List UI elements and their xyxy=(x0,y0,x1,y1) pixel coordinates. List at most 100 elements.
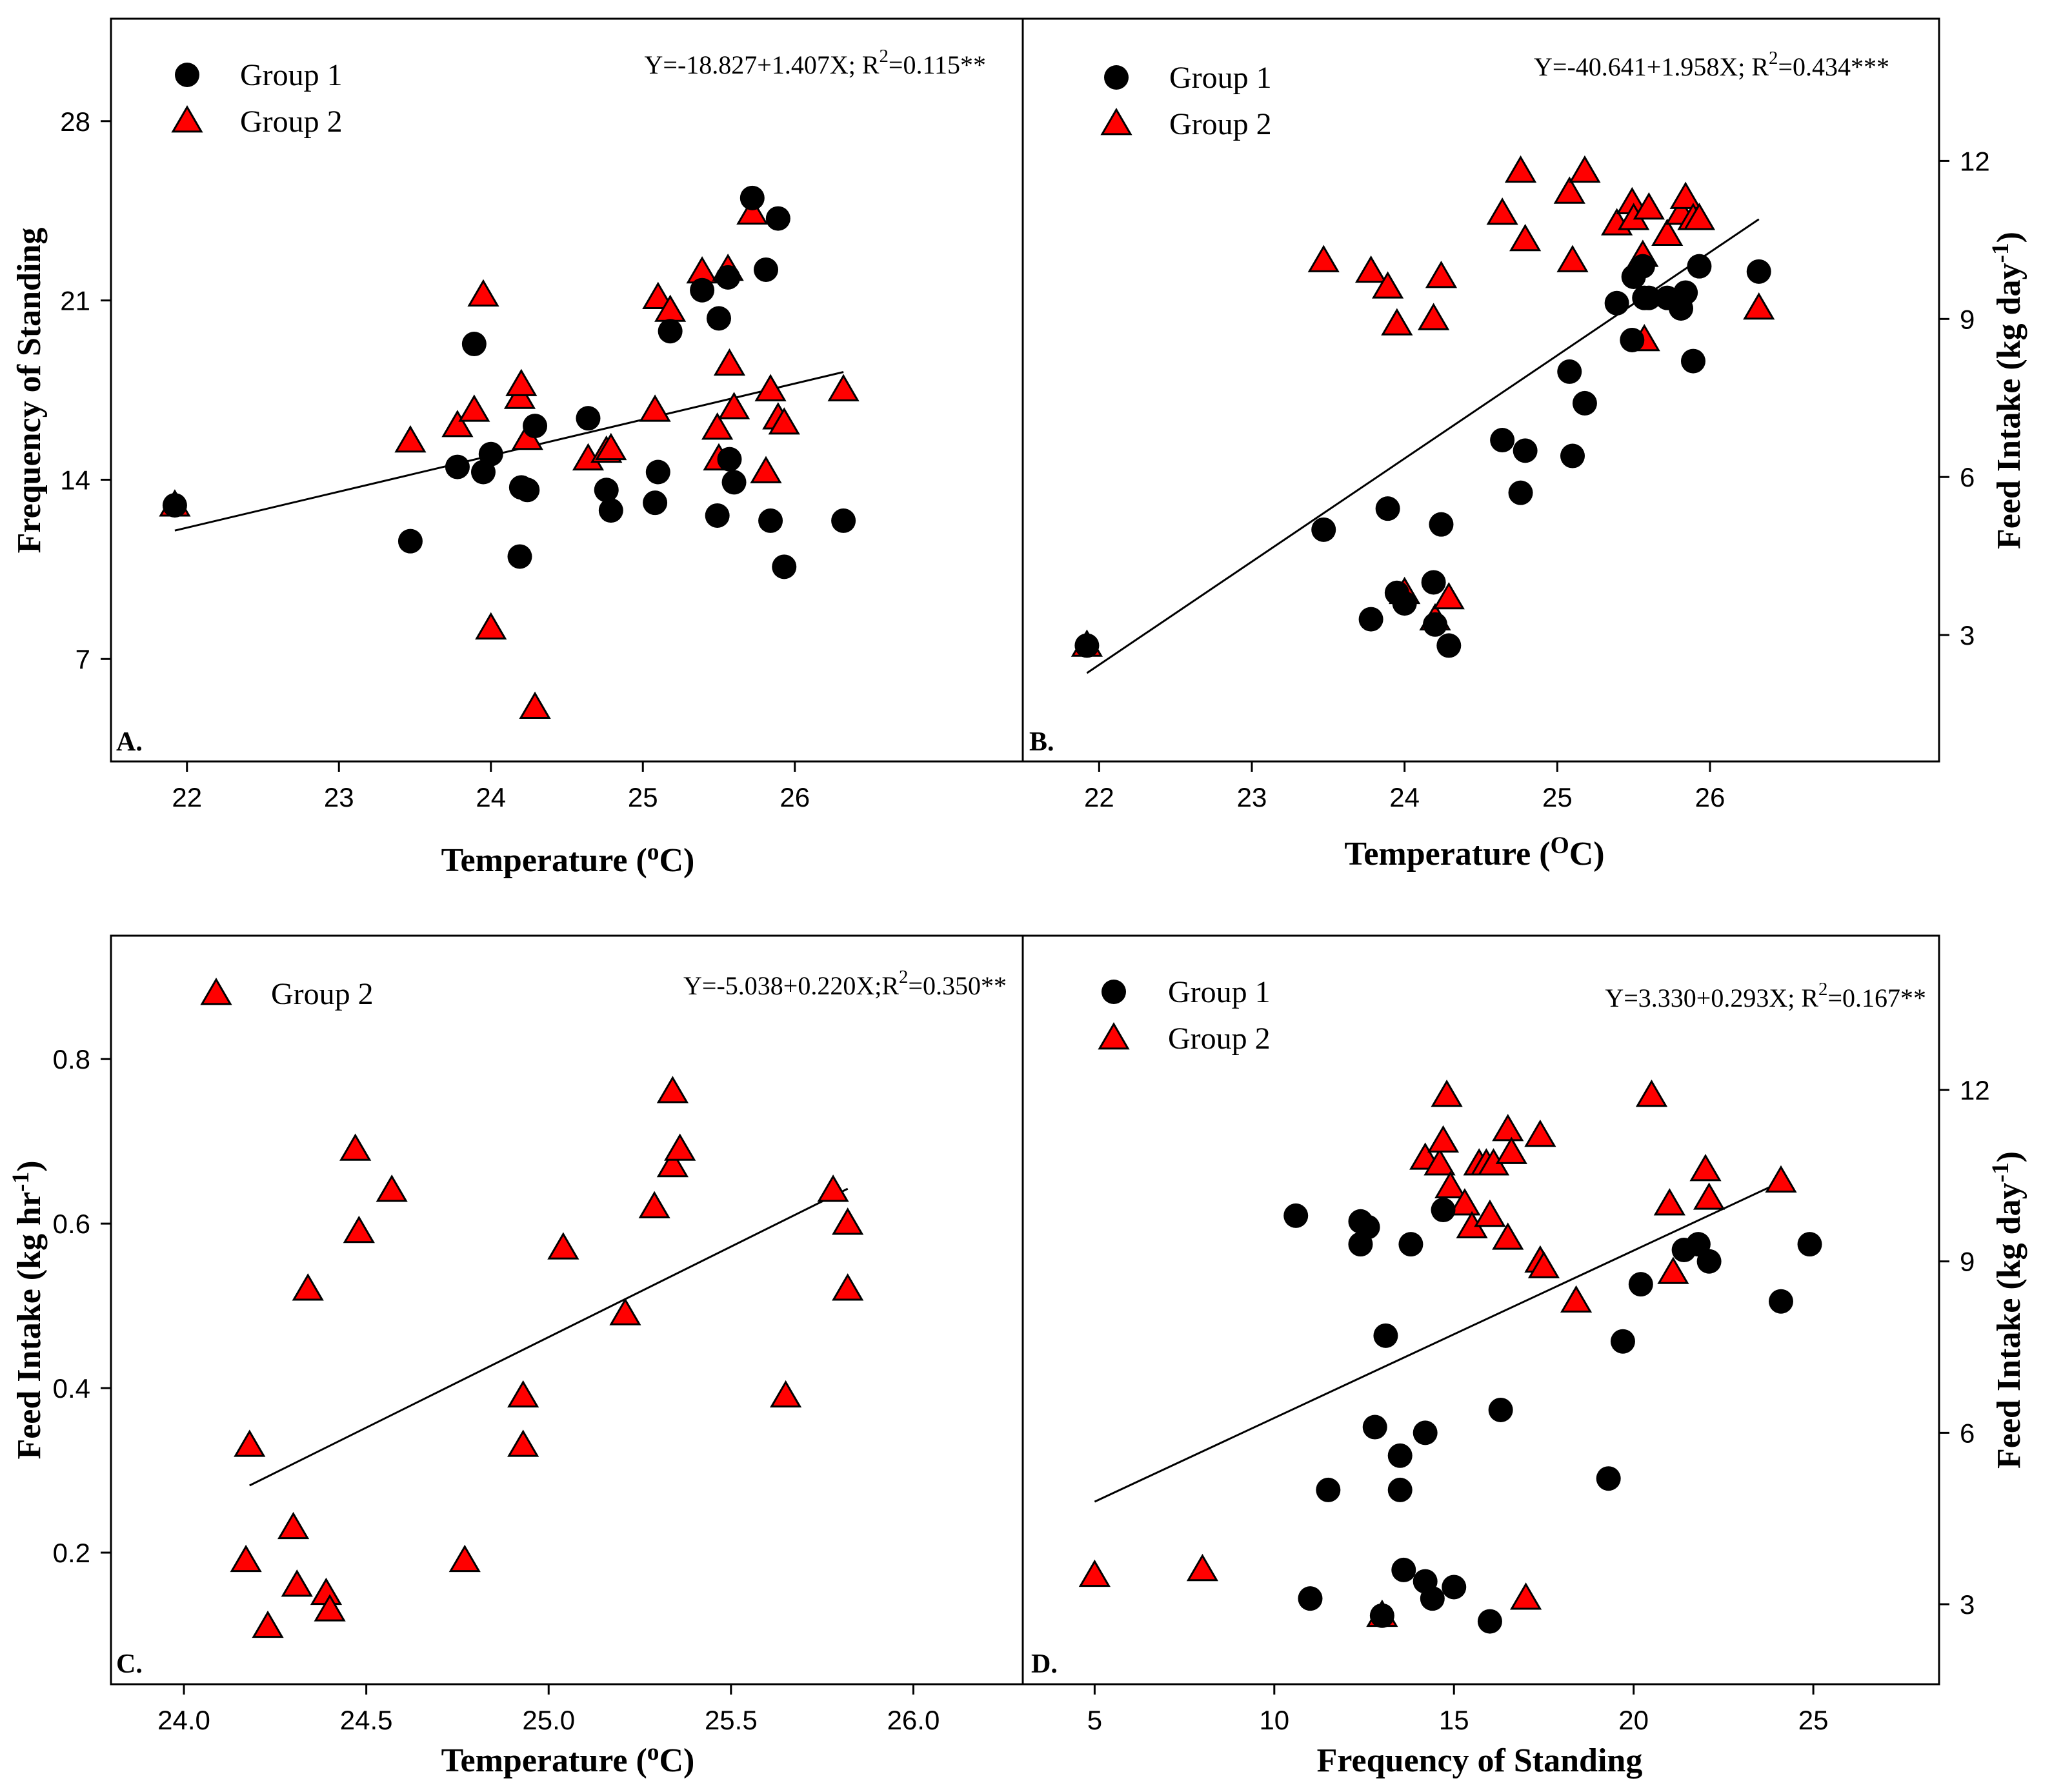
group1-point xyxy=(1413,1420,1438,1445)
group2-point xyxy=(441,410,474,438)
group1-point xyxy=(717,447,742,472)
group1-point xyxy=(1391,1557,1416,1582)
y-tick-label: 3 xyxy=(1960,620,1975,650)
group1-point xyxy=(1369,1603,1394,1628)
x-tick-label: 15 xyxy=(1439,1705,1469,1735)
group2-point xyxy=(292,1273,324,1301)
group2-point xyxy=(664,1133,696,1161)
group1-point xyxy=(1358,607,1383,632)
group1-point xyxy=(1560,443,1585,468)
x-tick-label: 25.0 xyxy=(522,1705,575,1735)
group1-point xyxy=(643,490,668,516)
x-tick-label: 10 xyxy=(1259,1705,1289,1735)
x-tick-label: 26 xyxy=(1695,782,1725,812)
panel-letter: D. xyxy=(1031,1649,1058,1679)
legend-label: Group 2 xyxy=(1169,107,1272,141)
group2-point xyxy=(1434,1171,1467,1198)
group1-point xyxy=(1636,285,1662,310)
group2-point xyxy=(1433,581,1465,610)
legend-label: Group 2 xyxy=(240,105,343,139)
group2-point xyxy=(1633,192,1665,220)
x-tick-label: 20 xyxy=(1618,1705,1649,1735)
group2-point xyxy=(718,392,750,419)
group1-point xyxy=(478,441,503,467)
regression-line xyxy=(249,1187,849,1487)
y-axis-title: Feed Intake (kg day-1) xyxy=(1987,232,2027,549)
y-tick-label: 0.4 xyxy=(53,1373,90,1404)
y-axis-title: Feed Intake (kg hr-1) xyxy=(8,1160,48,1459)
group1-point xyxy=(1610,1329,1635,1354)
group2-point xyxy=(817,1174,849,1202)
y-axis-title: Feed Intake (kg day-1) xyxy=(1987,1151,2027,1469)
group2-point xyxy=(1569,155,1601,183)
group1-point xyxy=(707,306,731,331)
group2-point xyxy=(1186,1553,1219,1582)
x-tick-label: 24 xyxy=(1389,782,1420,812)
y-tick-label: 9 xyxy=(1960,304,1975,334)
group1-point xyxy=(445,454,470,479)
group2-point xyxy=(1418,303,1450,330)
group1-point xyxy=(507,544,532,569)
legend-label: Group 1 xyxy=(1169,61,1272,95)
group1-point xyxy=(1604,290,1629,316)
group2-point xyxy=(281,1569,313,1597)
group1-point xyxy=(1513,438,1538,463)
group1-point xyxy=(1074,633,1100,658)
group1-point xyxy=(1768,1289,1793,1314)
regression-equation: Y=-18.827+1.407X; R2=0.115** xyxy=(645,46,987,79)
group1-point xyxy=(1477,1609,1502,1634)
group2-point xyxy=(1495,1136,1527,1164)
y-tick-label: 7 xyxy=(75,644,90,674)
group1-point xyxy=(1680,348,1705,374)
group1-point xyxy=(645,459,670,485)
group1-point xyxy=(716,265,741,290)
group1-point xyxy=(705,503,730,528)
x-tick-label: 25 xyxy=(1542,782,1573,812)
group2-point xyxy=(1509,223,1542,252)
group1-point xyxy=(1572,390,1597,416)
y-tick-label: 9 xyxy=(1960,1247,1975,1277)
group1-point xyxy=(1488,1397,1513,1422)
group1-point xyxy=(831,508,856,533)
group2-point xyxy=(768,407,800,435)
x-tick-label: 24.5 xyxy=(340,1705,393,1735)
x-tick-label: 5 xyxy=(1087,1705,1102,1735)
group2-point xyxy=(1307,245,1340,272)
x-tick-label: 25 xyxy=(628,782,658,812)
group1-point xyxy=(1797,1232,1822,1257)
group2-point xyxy=(1524,1119,1556,1147)
group2-point xyxy=(1669,181,1702,209)
plot-frame xyxy=(1021,934,1940,1686)
y-tick-label: 0.6 xyxy=(53,1209,90,1239)
y-tick-label: 0.2 xyxy=(53,1538,90,1568)
group1-point xyxy=(1311,517,1336,542)
group2-point xyxy=(519,691,551,719)
group2-point xyxy=(1449,1188,1481,1216)
group2-point xyxy=(713,348,746,376)
legend-label: Group 2 xyxy=(271,977,374,1011)
group2-point xyxy=(343,1215,375,1243)
group1-point xyxy=(515,478,540,503)
group1-point xyxy=(1596,1466,1621,1491)
legend-marker-group2 xyxy=(200,978,232,1005)
group2-point xyxy=(1651,218,1684,247)
group2-point xyxy=(1553,176,1585,204)
legend-label: Group 2 xyxy=(1168,1022,1271,1056)
group2-point xyxy=(1683,203,1716,230)
group1-point xyxy=(772,554,797,579)
group1-point xyxy=(1362,1414,1387,1440)
group1-point xyxy=(1508,480,1533,505)
group1-point xyxy=(1387,1443,1413,1468)
group2-point xyxy=(458,394,490,422)
group1-point xyxy=(1696,1249,1722,1274)
group2-point xyxy=(1504,155,1537,183)
y-tick-label: 21 xyxy=(60,286,90,316)
group1-point xyxy=(721,470,747,495)
group1-point xyxy=(1746,259,1771,284)
group1-point xyxy=(739,185,765,210)
group2-point xyxy=(1635,1079,1668,1107)
group2-point xyxy=(1560,1285,1593,1313)
group1-point xyxy=(1375,496,1400,521)
group1-point xyxy=(1442,1575,1467,1600)
